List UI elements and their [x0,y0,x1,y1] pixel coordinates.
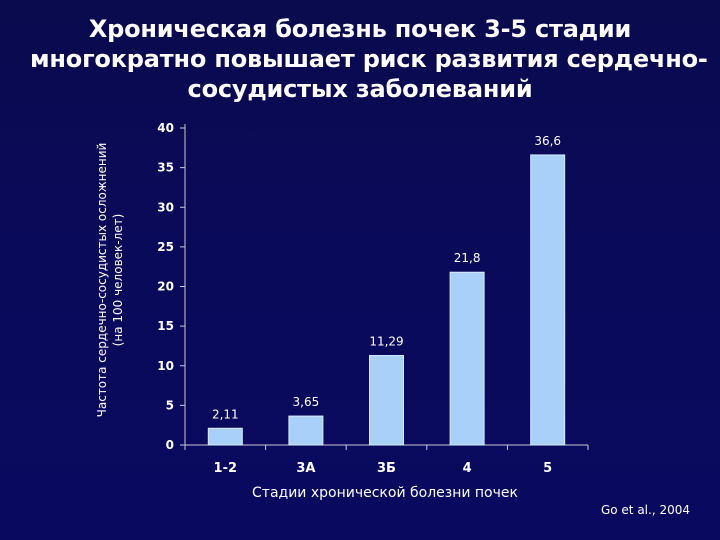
slide-title-line-1: Хроническая болезнь почек 3-5 стадии [88,15,632,43]
y-tick-label: 25 [157,240,174,254]
chart-labels: 2,11 1-2 3,65 3А 11,29 3Б 21,8 4 36,6 5 [212,134,561,476]
x-tick-label: 3Б [377,461,396,476]
x-axis-title: Стадии хронической болезни почек [252,485,518,501]
y-tick-label: 10 [157,359,174,373]
bar-4 [449,271,485,446]
slide-title-line-3: сосудистых заболеваний [187,75,533,103]
y-axis-ticks: 0 5 10 15 20 25 30 35 40 [157,121,185,452]
bar-value-label: 3,65 [293,395,320,409]
bar-5 [530,154,566,446]
x-tick-label: 1-2 [214,461,238,476]
bar-2 [288,415,324,446]
x-tick-label: 3А [296,461,315,476]
y-tick-label: 15 [157,319,174,333]
bar-1 [207,427,243,446]
bar-value-label: 36,6 [534,134,561,148]
y-tick-label: 35 [157,161,174,175]
chart-bars [207,154,566,446]
source-citation: Go et al., 2004 [600,503,690,517]
bar-value-label: 2,11 [212,407,239,421]
y-tick-label: 5 [166,398,174,412]
y-tick-label: 40 [157,121,174,135]
y-tick-label: 30 [157,200,174,214]
bar-value-label: 11,29 [369,335,403,349]
y-tick-label: 20 [157,280,174,294]
slide-title-line-2: многократно повышает риск развития серде… [30,45,708,73]
x-tick-label: 5 [543,461,552,476]
bar-3 [369,355,404,446]
bar-value-label: 21,8 [454,251,481,265]
y-tick-label: 0 [166,438,174,452]
x-tick-label: 4 [463,461,472,476]
slide-title: Хроническая болезнь почек 3-5 стадии мно… [30,14,708,104]
